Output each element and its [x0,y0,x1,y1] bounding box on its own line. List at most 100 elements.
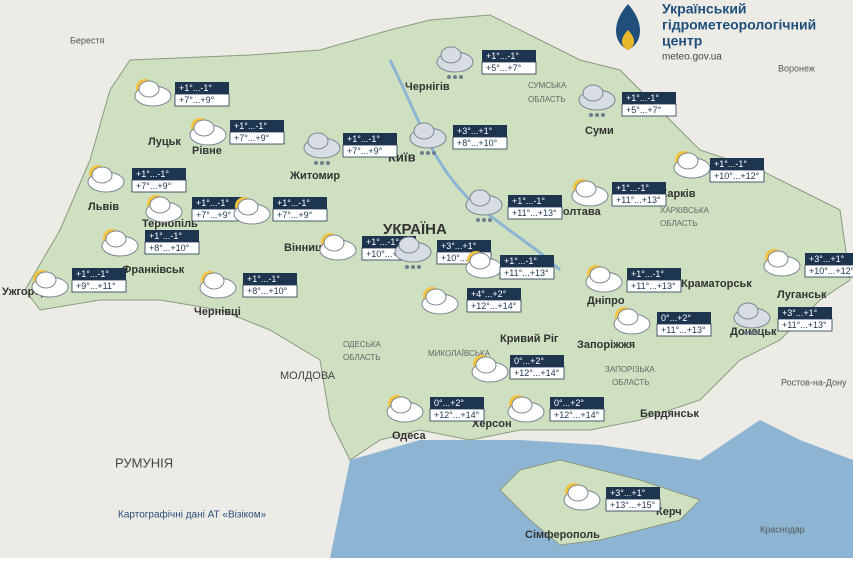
forecast-day: +7°...+9° [136,181,172,191]
place-label: ОБЛАСТЬ [660,219,698,228]
cloud-icon [469,252,491,270]
rain-drop [417,265,421,269]
forecast: +1°...-1° +7°...+9° [233,197,328,225]
map-credit: Картографічні дані АТ «Візіком» [118,509,267,521]
forecast-day-bg [71,279,127,293]
forecast-day: +8°...+10° [149,243,190,253]
forecast-day: +9°...+11° [76,281,116,291]
forecast-night-bg [343,133,397,145]
forecast: +1°...-1° +10°...+12° [673,151,765,183]
forecast-day-bg [272,208,328,222]
forecast-night-bg [612,182,666,194]
place-label: Краматорськ [681,278,752,290]
cloud-icon [677,152,699,170]
place-label: Запоріжжя [577,339,635,351]
forecast-night: 0°...+2° [661,313,691,323]
logo-url: meteo.gov.ua [662,52,722,63]
forecast-night: +1°...-1° [149,231,182,241]
place-label: Луцьк [148,136,181,148]
forecast: +1°...-1° +7°...+9° [134,79,230,107]
cloud-icon [323,234,345,252]
place-label: МИКОЛАЇВСЬКА [428,349,491,358]
forecast-night-bg [710,158,764,170]
cloud-icon [390,396,412,414]
forecast-night: +3°...+1° [782,308,818,318]
place-label: МОЛДОВА [280,370,336,382]
forecast-day: +11°...+13° [782,320,827,330]
forecast-day-bg [549,408,605,422]
cloud-icon [105,230,127,248]
forecast: +1°...-1° +7°...+9° [145,195,247,223]
forecast: +3°...+1° +11°...+13° [733,302,833,335]
forecast-night: +1°...-1° [366,237,399,247]
rain-drop [453,75,457,79]
forecast: +1°...-1° +11°...+13° [465,189,563,222]
forecast: +1°...-1° +5°...+7° [578,84,677,117]
rain-drop [426,151,430,155]
forecast-night-bg [508,195,562,207]
place-label: Чернігів [405,81,450,93]
forecast-day-bg [507,206,563,220]
forecast-day: +8°...+10° [457,138,498,148]
forecast-day: +7°...+9° [277,210,313,220]
forecast: +1°...-1° +11°...+13° [571,179,667,207]
forecast: +3°...+1° +13°...+15° [563,483,661,512]
place-label: Кривий Ріг [500,333,559,345]
rain-drop [447,75,451,79]
forecast-day-bg [452,136,508,150]
place-label: Вінниця [284,242,328,254]
cloud-icon [237,198,259,216]
place-label: Керч [656,506,682,518]
place-label: ХАРКІВСЬКА [660,206,710,215]
forecast-night-bg [467,288,521,300]
forecast-night-bg [805,253,853,265]
forecast-day: +11°...+13° [661,325,706,335]
forecast-day: +11°...+13° [512,208,557,218]
forecast: +1°...-1° +8°...+10° [199,271,298,299]
place-label: Чернівці [194,306,241,318]
forecast-day-bg [499,266,555,280]
forecast-day-bg [626,279,682,293]
forecast-night-bg [192,197,246,209]
forecast-day-bg [804,264,853,278]
cloud-icon [575,180,597,198]
rain-drop [488,218,492,222]
place-label: СУМСЬКА [528,81,567,90]
forecast-day: +5°...+7° [626,105,662,115]
forecast-night-bg [657,312,711,324]
rain-drop [432,151,436,155]
forecast-day-bg [777,318,833,332]
forecast: 0°...+2° +12°...+14° [507,395,605,423]
place-label: ОБЛАСТЬ [343,353,381,362]
forecast-night-bg [482,50,536,62]
forecast: +1°...-1° +11°...+13° [585,265,682,293]
forecast-night: 0°...+2° [434,398,464,408]
forecast-night-bg [627,268,681,280]
cloud-icon [203,272,225,290]
rain-drop [601,113,605,117]
cloud-icon [589,266,611,284]
forecast-night: +1°...-1° [234,121,267,131]
forecast-day-bg [174,93,230,107]
cloud-icon [567,484,589,502]
cloud-icon [425,288,447,306]
place-label: ОДЕСЬКА [343,340,381,349]
forecast-night: +1°...-1° [626,93,659,103]
logo: Український гідрометеорологічний центр m… [616,1,816,63]
forecast-night: +1°...-1° [247,274,280,284]
rain-drop [320,161,324,165]
forecast-day-bg [429,408,485,422]
place-label: Житомир [289,170,340,182]
cloud-icon [413,122,435,140]
forecast-day: +10°...+12° [714,171,760,181]
logo-title: гідрометеорологічний [662,17,816,33]
forecast-night: +1°...-1° [504,256,537,266]
place-label: ОБЛАСТЬ [612,378,650,387]
rain-drop [405,265,409,269]
place-label: Франківськ [122,264,185,276]
forecast: +1°...-1° +8°...+10° [101,229,200,257]
forecast-night: +3°...+1° [441,241,477,251]
rain-drop [476,218,480,222]
forecast-day: +12°...+14° [514,368,560,378]
forecast-day: +7°...+9° [179,95,215,105]
